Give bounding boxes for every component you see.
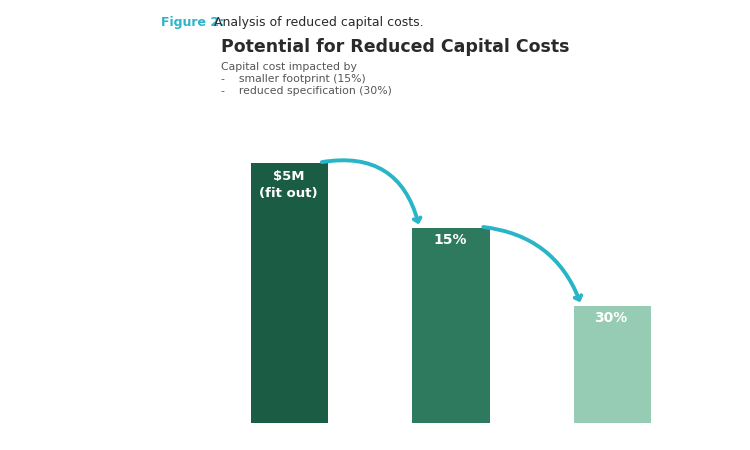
Text: Capital cost impacted by: Capital cost impacted by	[221, 62, 357, 72]
Bar	[251, 163, 328, 423]
Text: 30%: 30%	[595, 311, 628, 325]
Text: -    reduced specification (30%): - reduced specification (30%)	[221, 86, 392, 95]
Text: 15%: 15%	[433, 234, 466, 248]
Text: -    smaller footprint (15%): - smaller footprint (15%)	[221, 74, 366, 84]
Text: Analysis of reduced capital costs.: Analysis of reduced capital costs.	[214, 16, 423, 29]
Text: $5M
(fit out): $5M (fit out)	[259, 170, 317, 200]
Text: Figure 2:: Figure 2:	[161, 16, 224, 29]
Bar	[413, 228, 490, 423]
Text: Potential for Reduced Capital Costs: Potential for Reduced Capital Costs	[221, 38, 570, 56]
Bar	[574, 306, 651, 423]
